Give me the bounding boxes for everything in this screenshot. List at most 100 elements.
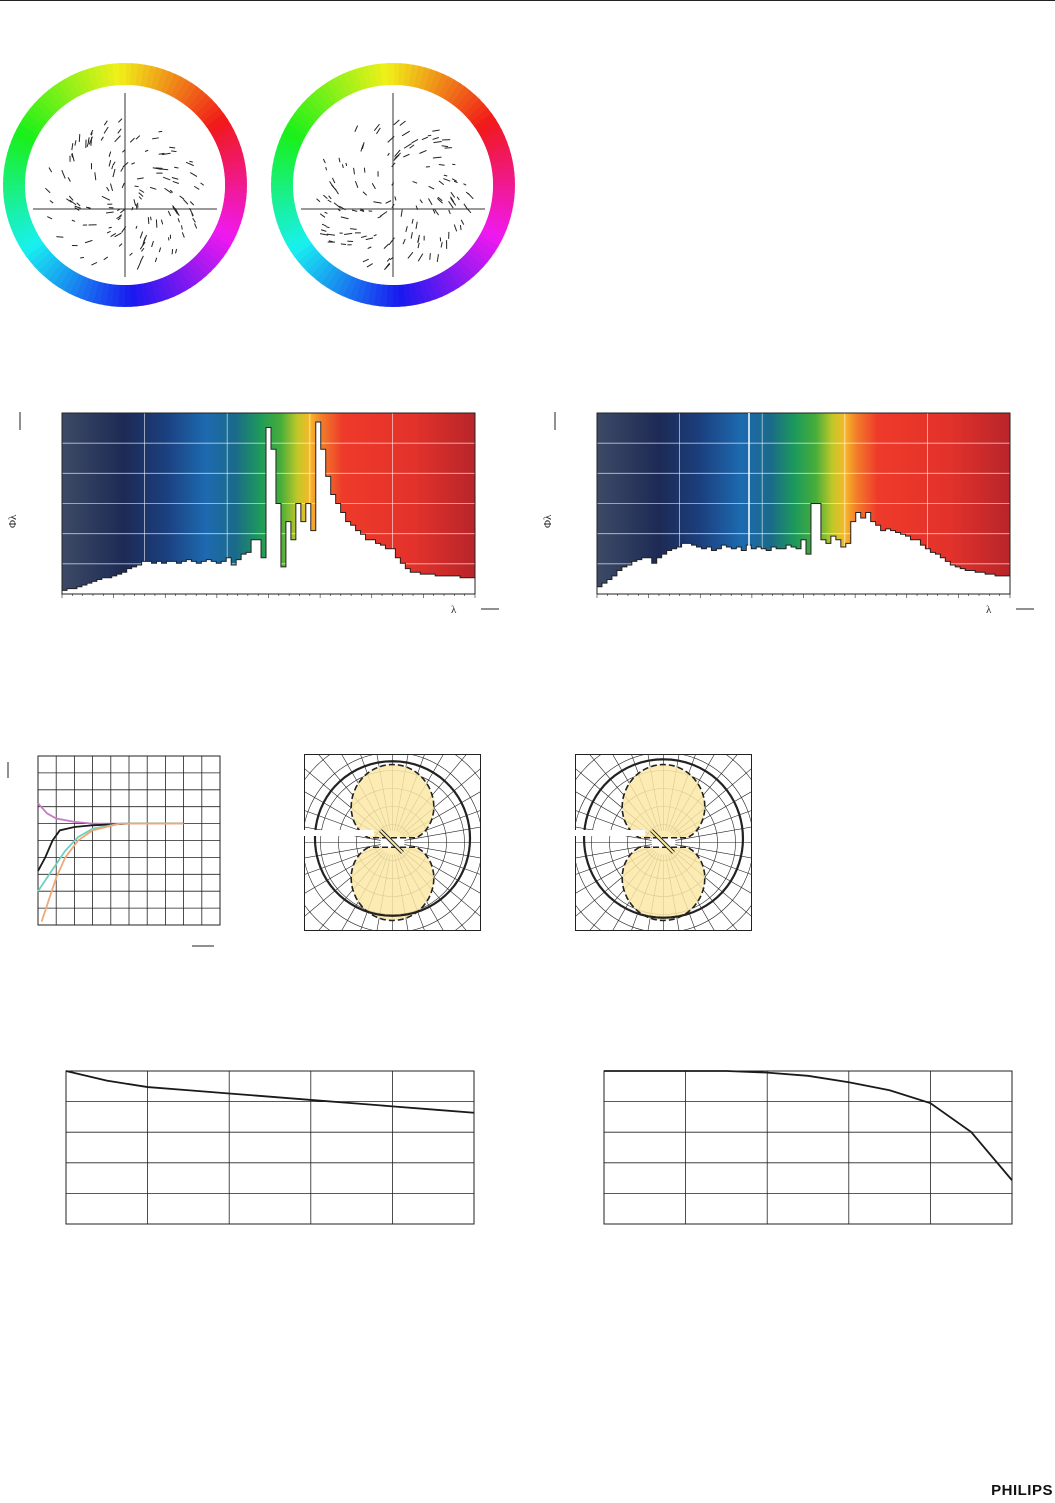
colour-shift-vector: [135, 203, 138, 210]
colour-shift-vector: [71, 143, 74, 151]
wheel-segment: [305, 254, 327, 276]
wheel-segment: [52, 265, 71, 288]
intensity-lobe-upper: [350, 763, 435, 839]
wheel-segment: [301, 251, 323, 272]
colour-shift-vector: [440, 241, 443, 248]
colour-shift-vector: [341, 164, 344, 169]
colour-shift-vector: [405, 226, 408, 233]
wheel-segment: [437, 271, 454, 295]
wheel-segment: [408, 64, 420, 88]
wheel-segment: [479, 124, 503, 141]
wheel-segment: [222, 200, 246, 212]
wheel-segment: [326, 78, 344, 102]
colour-shift-vector: [443, 178, 451, 182]
wheel-segment: [221, 153, 245, 166]
colour-shift-vector: [164, 187, 172, 194]
wheel-segment: [403, 63, 414, 87]
wheel-segment: [219, 210, 243, 224]
wheel-segment: [57, 268, 75, 291]
colour-shift-vector: [143, 234, 148, 243]
wheel-segment: [487, 210, 511, 224]
wheel-segment: [417, 280, 431, 304]
wheel-segment: [492, 172, 515, 181]
colour-shift-vector: [384, 262, 390, 271]
colour-shift-vector: [122, 149, 126, 153]
wheel-segment: [450, 262, 470, 285]
wheel-segment: [74, 275, 90, 299]
wheel-segment: [302, 97, 324, 119]
wheel-segment: [7, 146, 31, 160]
colour-shift-vector: [133, 199, 137, 206]
wheel-segment: [5, 152, 29, 165]
colour-shift-vector: [61, 170, 66, 179]
colour-shift-vector: [433, 140, 442, 144]
colour-shift-vector: [152, 137, 159, 140]
wheel-segment: [208, 118, 232, 136]
colour-shift-vector: [337, 208, 341, 212]
colour-shift-vector: [117, 217, 121, 221]
colour-shift-vector: [155, 167, 163, 169]
wheel-segment: [271, 183, 294, 192]
colour-shift-vector: [391, 162, 396, 168]
colour-shift-vector: [71, 153, 75, 162]
colour-shift-vector: [121, 182, 125, 189]
colour-shift-vector: [340, 243, 347, 246]
colour-shift-vector: [443, 174, 448, 177]
wheel-segment: [18, 234, 42, 252]
colour-shift-vector: [71, 219, 76, 222]
wheel-segment: [191, 94, 213, 116]
colour-shift-vector: [325, 166, 328, 171]
wheel-segment: [37, 254, 59, 276]
wheel-segment: [297, 247, 319, 267]
x-axis-symbol: λ: [986, 604, 992, 616]
colour-shift-vector: [136, 261, 142, 270]
wheel-segment: [211, 124, 235, 141]
light-distribution-diagram-1: [304, 754, 481, 931]
colour-shift-vector: [118, 243, 123, 247]
wheel-segment: [202, 108, 225, 128]
colour-shift-vector: [450, 191, 456, 198]
colour-shift-vector: [329, 181, 335, 188]
wheel-segment: [224, 178, 247, 187]
colour-shift-vector: [181, 225, 183, 230]
wheel-segment: [215, 220, 239, 236]
lumen-maintenance-chart: [65, 1070, 475, 1225]
colour-shift-vector: [87, 137, 90, 142]
wheel-segment: [372, 283, 383, 307]
wheel-segment: [397, 284, 406, 307]
wheel-segment: [481, 225, 505, 242]
colour-shift-vector: [171, 249, 174, 255]
colour-shift-vector: [319, 233, 329, 236]
wheel-segment: [283, 229, 307, 246]
wheel-segment: [306, 93, 327, 115]
colour-shift-vector: [172, 180, 179, 184]
wheel-segment: [489, 205, 513, 218]
colour-shift-vector: [326, 233, 335, 236]
colour-shift-vector: [48, 167, 53, 173]
wheel-segment: [112, 63, 121, 86]
colour-shift-vector: [181, 232, 185, 238]
colour-shift-vector: [121, 226, 127, 233]
wheel-segment: [330, 271, 348, 294]
colour-shift-vector: [114, 232, 122, 238]
wheel-segment: [8, 214, 32, 229]
wheel-segment: [13, 128, 37, 145]
wheel-segment: [92, 281, 105, 305]
wheel-segment: [298, 102, 320, 123]
colour-shift-vector: [120, 167, 124, 172]
intensity-curve-outer: [313, 760, 472, 917]
wheel-segment: [16, 122, 39, 140]
colour-shift-vector: [116, 215, 122, 220]
wheel-segment: [343, 70, 359, 94]
wheel-segment: [428, 71, 444, 95]
wheel-segment: [476, 118, 500, 136]
wheel-segment: [208, 235, 231, 253]
wheel-segment: [93, 65, 106, 89]
spectral-distribution-chart-1: Φλ λ: [7, 412, 499, 616]
wheel-segment: [491, 195, 515, 206]
wheel-segment: [22, 112, 45, 131]
diagram-gap: [575, 830, 645, 836]
colour-shift-vector: [74, 140, 77, 146]
wheel-segment: [154, 278, 169, 302]
colour-shift-vector: [158, 152, 165, 155]
